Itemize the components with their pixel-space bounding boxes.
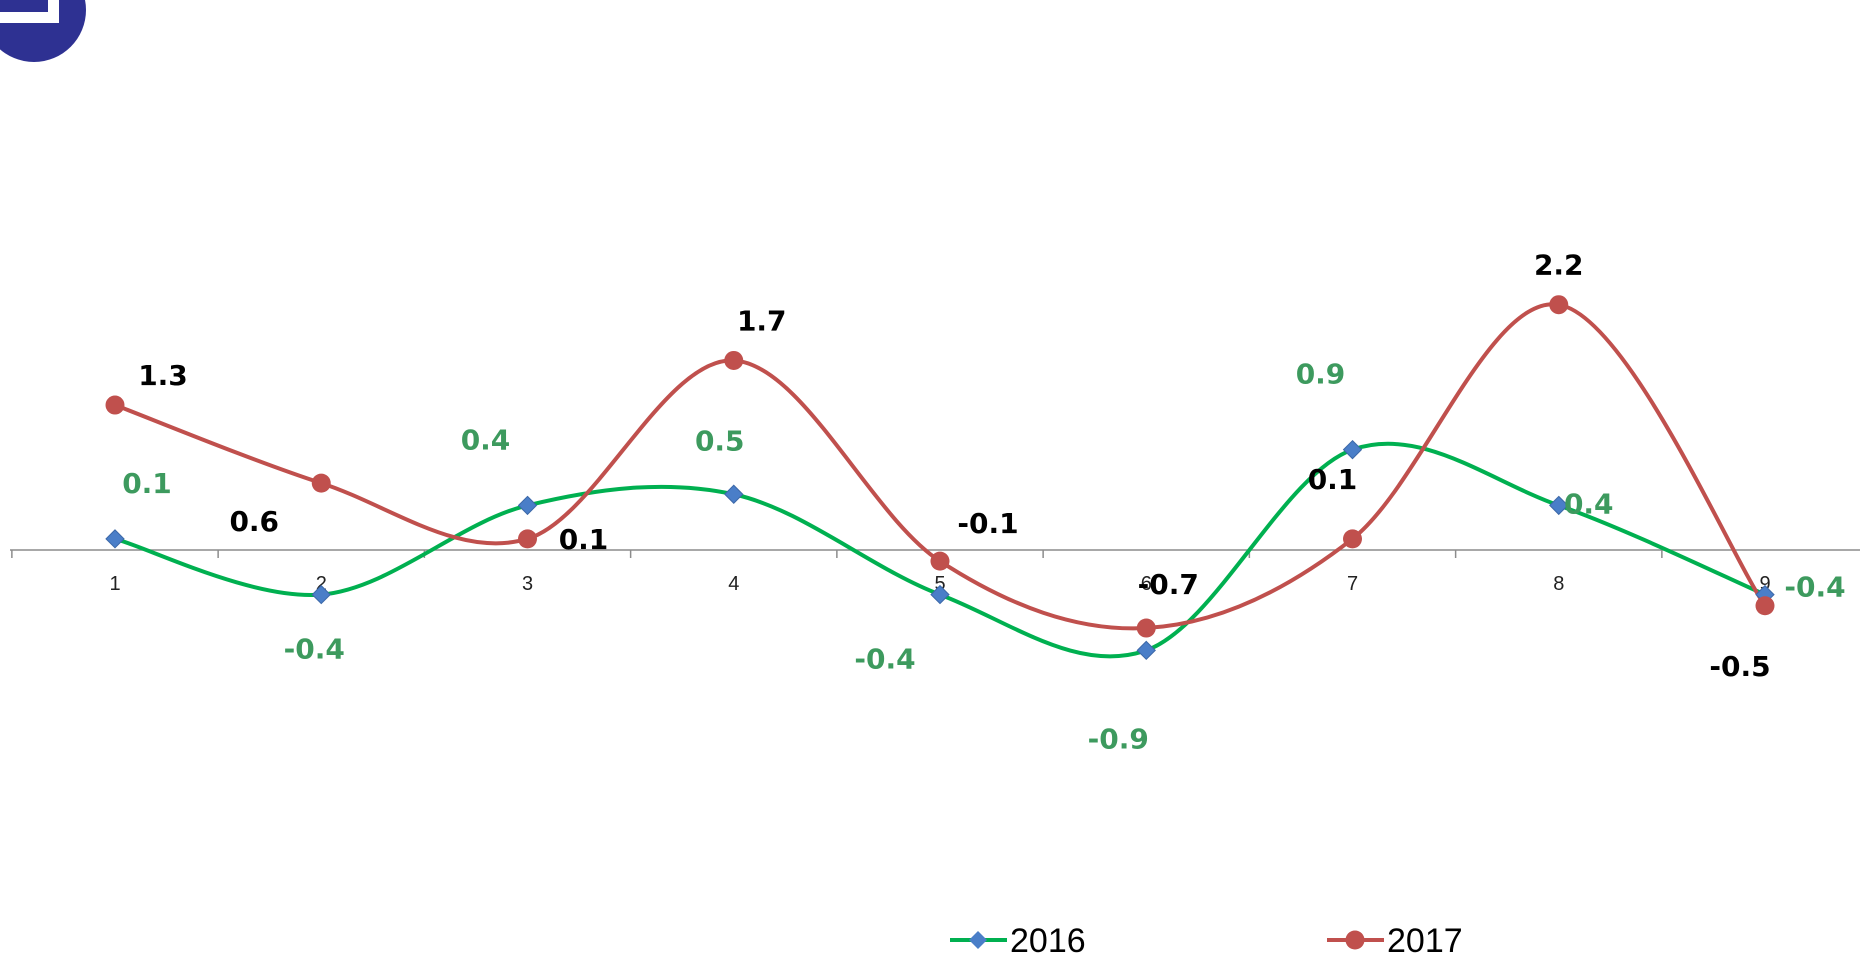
data-label-2017-1: 1.3 (138, 359, 188, 392)
legend-marker-2017 (1345, 930, 1365, 950)
marker-2017-9 (1755, 596, 1775, 616)
marker-2016-8 (1549, 495, 1569, 516)
x-axis: 1 2 3 4 5 6 7 8 9 (10, 549, 1860, 595)
corner-logo-icon (0, 0, 86, 62)
legend: 2016 2017 (950, 922, 1463, 957)
data-label-2017-3: 0.1 (559, 523, 609, 556)
marker-2016-7 (1342, 439, 1363, 460)
x-tick-label: 6 (1141, 573, 1152, 595)
marker-2017-6 (1136, 618, 1156, 638)
x-tick-label: 2 (316, 573, 327, 595)
data-label-2016-2: -0.4 (284, 633, 345, 666)
legend-label-2016: 2016 (1010, 922, 1086, 957)
series-line-2016 (113, 441, 1767, 659)
data-label-2017-8: 2.2 (1534, 249, 1584, 282)
marker-2016-6 (1136, 640, 1156, 661)
data-label-2016-5: -0.4 (854, 643, 915, 676)
x-tick-label: 7 (1347, 573, 1358, 595)
legend-marker-2016 (969, 931, 987, 949)
marker-2017-3 (518, 529, 537, 549)
x-tick-label: 4 (728, 573, 739, 595)
data-label-2016-9: -0.4 (1784, 571, 1845, 604)
marker-2016-5 (930, 584, 950, 605)
x-tick-label: 5 (934, 573, 945, 595)
data-label-2016-7: 0.9 (1296, 358, 1346, 391)
data-label-2017-5: -0.1 (957, 507, 1018, 540)
data-label-2016-4: 0.5 (695, 424, 745, 457)
data-label-2017-9: -0.5 (1709, 650, 1770, 683)
series-markers (105, 295, 1775, 661)
marker-2017-5 (930, 551, 950, 571)
marker-2017-4 (724, 350, 744, 370)
marker-2017-1 (105, 395, 125, 415)
data-labels: 0.1 -0.4 0.4 0.5 -0.4 -0.9 0.9 0.4 -0.4 1.3 0.6 0.1… (122, 249, 1845, 756)
x-tick-label: 3 (522, 573, 533, 595)
legend-label-2017: 2017 (1387, 922, 1463, 957)
data-label-2016-8: 0.4 (1564, 487, 1614, 520)
data-label-2017-6: -0.7 (1138, 568, 1199, 601)
data-label-2016-6: -0.9 (1088, 722, 1149, 755)
x-tick-label: 8 (1553, 573, 1564, 595)
marker-2016-1 (105, 529, 125, 549)
marker-2017-7 (1343, 529, 1362, 549)
marker-2016-4 (724, 484, 744, 504)
data-label-2017-7: 0.1 (1308, 463, 1358, 496)
data-label-2017-2: 0.6 (229, 505, 279, 538)
x-tick-label: 1 (109, 573, 120, 595)
marker-2016-3 (517, 495, 538, 516)
marker-2017-2 (311, 473, 331, 493)
data-label-2017-4: 1.7 (737, 304, 787, 337)
x-tick-label: 9 (1759, 573, 1770, 595)
marker-2017-8 (1549, 295, 1569, 315)
data-label-2016-3: 0.4 (461, 423, 511, 456)
data-label-2016-1: 0.1 (122, 467, 172, 500)
marker-2016-2 (311, 584, 331, 605)
